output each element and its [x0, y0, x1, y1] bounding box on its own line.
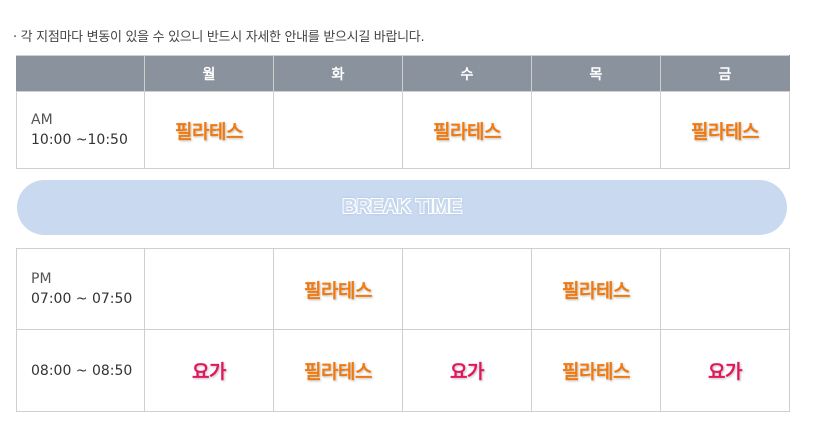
- class-label: 필라테스: [304, 361, 372, 383]
- header-day-wed: 수: [402, 55, 532, 92]
- class-label: 필라테스: [175, 120, 243, 143]
- class-cell-tue: 필라테스: [273, 329, 403, 412]
- header-day-fri: 금: [660, 55, 790, 92]
- class-label: 필라테스: [433, 120, 501, 143]
- class-cell-wed: 요가: [402, 329, 532, 412]
- class-label: 필라테스: [691, 120, 759, 143]
- time-slot-am: AM 10:00 ~10:50: [16, 91, 145, 169]
- class-cell-fri: 요가: [660, 329, 790, 412]
- day-header-row: 월 화 수 목 금: [16, 55, 790, 92]
- class-cell-mon: 요가: [144, 329, 274, 412]
- class-cell-mon: [144, 248, 274, 330]
- header-day-mon: 월: [144, 55, 274, 92]
- break-time-label: BREAK TIME: [342, 196, 462, 218]
- class-label: 요가: [708, 361, 742, 383]
- time-slot-pm-2: 08:00 ~ 08:50: [16, 329, 145, 412]
- time-range: 07:00 ~ 07:50: [31, 291, 133, 307]
- am-schedule-table: 월 화 수 목 금 AM 10:00 ~10:50 필라테스 필라테스 필라테스: [16, 55, 790, 169]
- table-row: 08:00 ~ 08:50 요가 필라테스 요가 필라테스 요가: [16, 329, 790, 412]
- class-cell-fri: [660, 248, 790, 330]
- class-cell-thu: 필라테스: [531, 329, 661, 412]
- class-label: 필라테스: [562, 361, 630, 383]
- class-cell-thu: 필라테스: [531, 248, 661, 330]
- header-day-tue: 화: [273, 55, 403, 92]
- class-cell-tue: [273, 91, 403, 169]
- class-cell-thu: [531, 91, 661, 169]
- class-label: 요가: [450, 361, 484, 383]
- class-cell-mon: 필라테스: [144, 91, 274, 169]
- pm-schedule-table: PM 07:00 ~ 07:50 필라테스 필라테스 08:00 ~ 08:50…: [16, 248, 790, 412]
- time-range: 08:00 ~ 08:50: [31, 362, 133, 379]
- notice-text: · 각 지점마다 변동이 있을 수 있으니 반드시 자세한 안내를 받으시길 바…: [13, 30, 425, 45]
- table-row: PM 07:00 ~ 07:50 필라테스 필라테스: [16, 248, 790, 330]
- class-label: 필라테스: [562, 279, 630, 302]
- time-slot-pm-1: PM 07:00 ~ 07:50: [16, 248, 145, 330]
- class-label: 요가: [192, 361, 226, 383]
- break-time-bar: BREAK TIME: [17, 180, 787, 235]
- time-range: 10:00 ~10:50: [31, 132, 128, 148]
- header-day-thu: 목: [531, 55, 661, 92]
- period-label: PM: [31, 271, 52, 287]
- class-cell-tue: 필라테스: [273, 248, 403, 330]
- class-cell-wed: [402, 248, 532, 330]
- class-label: 필라테스: [304, 279, 372, 302]
- period-label: AM: [31, 112, 53, 128]
- table-row: AM 10:00 ~10:50 필라테스 필라테스 필라테스: [16, 91, 790, 169]
- class-cell-wed: 필라테스: [402, 91, 532, 169]
- class-cell-fri: 필라테스: [660, 91, 790, 169]
- header-empty-cell: [16, 55, 145, 92]
